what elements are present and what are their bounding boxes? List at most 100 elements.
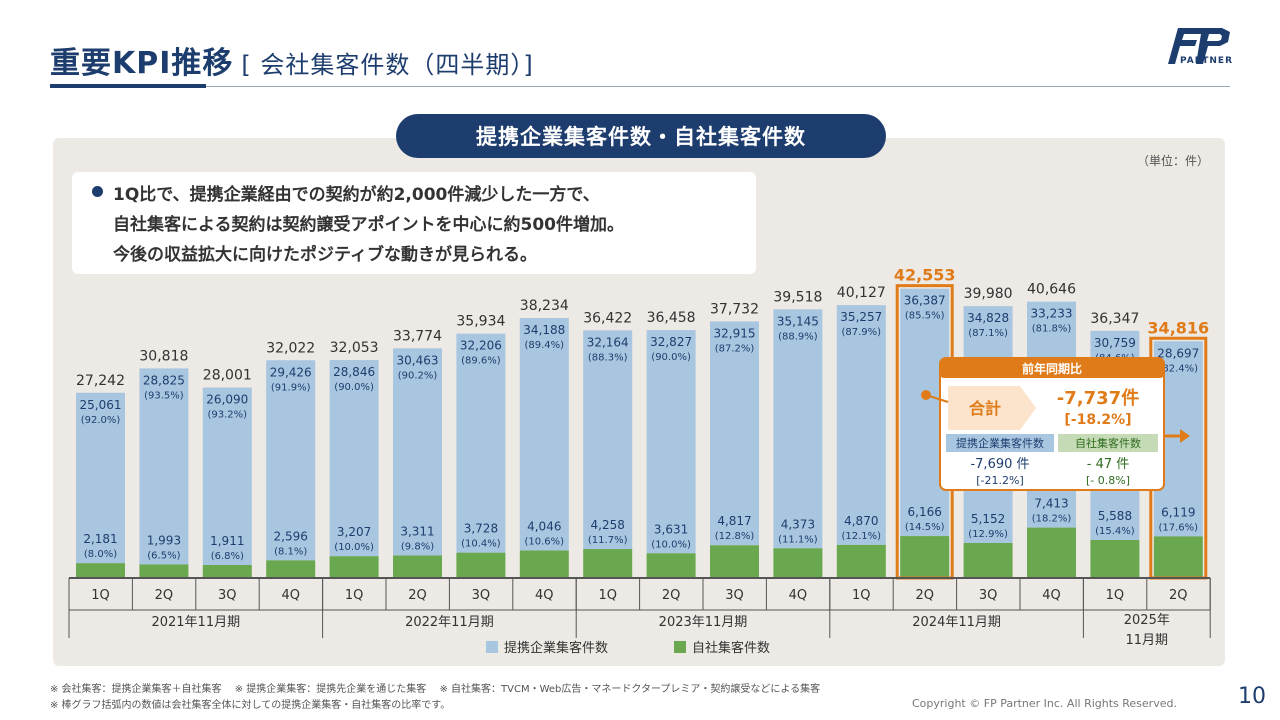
own-value-label: 6,119 [1161,505,1195,519]
bar-partner [646,330,696,554]
own-pct-label: (15.4%) [1095,526,1135,537]
own-pct-label: (11.1%) [778,534,818,545]
total-label: 39,518 [773,289,822,305]
legend-label-own: 自社集客件数 [692,640,770,656]
own-value-label: 4,258 [591,518,625,532]
footnote-2: ※ 棒グラフ括弧内の数値は会社集客全体に対しての提携企業集客・自社集客の比率です… [50,700,451,711]
section-title: 提携企業集客件数・自社集客件数 [396,114,886,158]
year-group-label: 2021年11月期 [151,615,240,630]
quarter-label: 2Q [408,588,427,603]
partner-value-label: 28,846 [333,365,375,379]
bar-own [202,565,252,578]
partner-pct-label: (88.3%) [588,352,628,363]
partner-value-label: 25,061 [80,398,122,412]
bullet-icon [92,186,103,197]
own-pct-label: (11.7%) [588,535,628,546]
bar-partner [456,333,506,553]
partner-pct-label: (90.0%) [334,382,374,393]
own-header-bg [1058,434,1158,452]
quarter-label: 1Q [598,588,617,603]
partner-value-label: 30,463 [397,353,439,367]
page-title: 重要KPI推移[ 会社集客件数（四半期）] [50,38,534,82]
partner-pct-label: (87.2%) [715,343,755,354]
partner-change-label: 提携企業集客件数 [956,436,1044,450]
total-arrow-shape [948,386,1036,430]
total-label: 38,234 [520,298,569,314]
own-value-label: 2,596 [274,529,308,543]
own-pct-label: (17.6%) [1159,522,1199,533]
quarter-label: 2Q [915,588,934,603]
bar-own [773,548,823,578]
own-pct-label: (12.9%) [968,529,1008,540]
partner-pct-label: (91.9%) [271,382,311,393]
quarter-label: 1Q [852,588,871,603]
year-group-label: 2022年11月期 [405,615,494,630]
summary-line-2: 自社集客による契約は契約譲受アポイントを中心に約500件増加。 [113,215,624,235]
own-pct-label: (9.8%) [401,541,434,552]
own-pct-label: (8.0%) [84,549,117,560]
bar-own [646,553,696,578]
bar-own [710,545,759,578]
year-group-label: 2023年11月期 [659,615,748,630]
own-pct-label: (10.4%) [461,539,501,550]
bar-own [329,556,379,578]
own-value-label: 4,373 [781,517,815,531]
page-subtitle: [ 会社集客件数（四半期）] [241,51,534,79]
own-change-label: 自社集客件数 [1075,436,1141,450]
quarter-label: 2Q [662,588,681,603]
quarter-label: 3Q [218,588,237,603]
own-pct-label: (6.8%) [211,551,244,562]
bar-own [456,552,506,578]
bar-own [900,536,950,578]
own-value-label: 1,993 [147,533,181,547]
quarter-label: 4Q [281,588,300,603]
partner-value-label: 28,825 [143,373,185,387]
own-change-pct: [- 0.8%] [1086,474,1130,487]
total-change-value: -7,737件 [1057,387,1139,409]
own-pct-label: (8.1%) [274,546,307,557]
bar-own [139,564,189,578]
bar-partner [266,360,316,561]
partner-pct-label: (90.2%) [398,370,438,381]
own-value-label: 5,588 [1098,509,1132,523]
own-value-label: 4,870 [844,514,878,528]
summary-note-box [72,172,756,274]
own-pct-label: (10.0%) [651,539,691,550]
legend-swatch-own [674,641,686,653]
year-group-label: 11月期 [1126,633,1169,648]
partner-value-label: 35,257 [840,310,882,324]
partner-pct-label: (93.2%) [208,410,248,421]
bar-partner [202,387,252,566]
year-group-label: 2025年 [1124,613,1170,628]
bar-partner [773,309,823,549]
partner-value-label: 34,828 [967,311,1009,325]
partner-pct-label: (87.1%) [968,328,1008,339]
own-pct-label: (12.1%) [842,531,882,542]
bar-own [1027,527,1076,578]
partner-value-label: 32,164 [587,335,629,349]
own-value-label: 1,911 [210,534,244,548]
bar-own [963,542,1013,578]
total-label: 37,732 [710,301,759,317]
partner-value-label: 29,426 [270,365,312,379]
bar-partner [393,348,442,556]
partner-value-label: 32,827 [650,335,692,349]
unit-label: （単位：件） [1137,154,1210,168]
own-value-label: 7,413 [1034,497,1068,511]
quarter-label: 2Q [155,588,174,603]
fp-logo-icon [1168,28,1230,64]
bar-partner [710,321,759,546]
page-number: 10 [1238,684,1266,709]
partner-value-label: 28,697 [1157,346,1199,360]
partner-value-label: 33,233 [1031,307,1073,321]
total-label: 30,818 [139,348,188,364]
own-value-label: 6,166 [908,505,942,519]
summary-line-3: 今後の収益拡大に向けたポジティブな動きが見られる。 [113,245,537,265]
own-value-label: 2,181 [83,532,117,546]
title-divider [206,86,1230,87]
bar-partner [329,360,379,557]
own-pct-label: (6.5%) [147,550,180,561]
own-pct-label: (12.8%) [715,531,755,542]
own-value-label: 3,728 [464,522,498,536]
bar-partner [519,318,569,551]
